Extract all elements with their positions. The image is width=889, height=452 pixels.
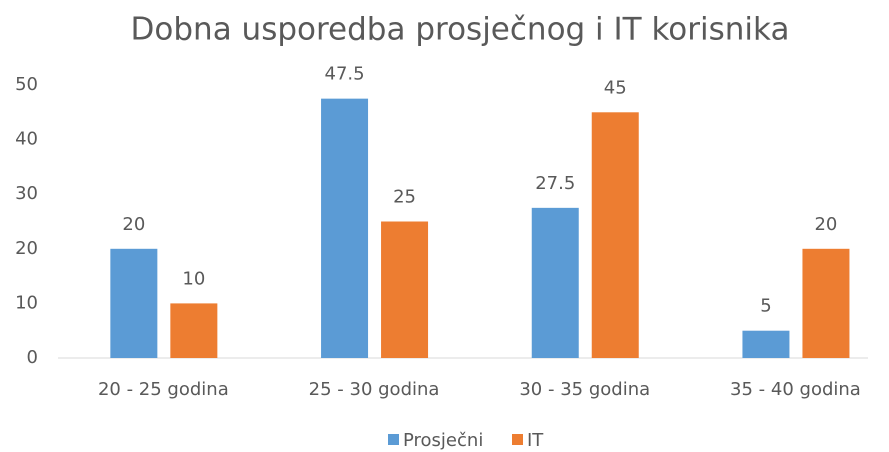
legend-swatch <box>388 434 399 445</box>
data-label: 27.5 <box>535 173 575 194</box>
y-tick-label: 30 <box>15 183 38 204</box>
bar <box>170 303 218 358</box>
bar <box>742 330 790 358</box>
bar <box>381 221 429 358</box>
data-label: 10 <box>182 268 205 289</box>
data-label: 5 <box>760 296 771 317</box>
data-label: 47.5 <box>325 64 365 85</box>
y-tick-label: 40 <box>15 129 38 150</box>
x-tick-label: 25 - 30 godina <box>309 379 440 400</box>
y-tick-label: 0 <box>27 347 38 368</box>
data-label: 25 <box>393 187 416 208</box>
y-tick-label: 20 <box>15 238 38 259</box>
data-label: 45 <box>604 77 627 98</box>
bar <box>110 248 158 358</box>
legend-swatch <box>512 434 523 445</box>
chart-title: Dobna usporedba prosječnog i IT korisnik… <box>131 12 790 48</box>
bar <box>591 112 639 358</box>
data-label: 20 <box>814 214 837 235</box>
x-tick-label: 35 - 40 godina <box>730 379 861 400</box>
bar <box>802 248 850 358</box>
x-tick-label: 20 - 25 godina <box>98 379 229 400</box>
legend-label: Prosječni <box>403 430 483 451</box>
bar <box>321 98 369 359</box>
bar <box>531 207 579 358</box>
y-tick-label: 50 <box>15 74 38 95</box>
x-tick-label: 30 - 35 godina <box>519 379 650 400</box>
data-label: 20 <box>122 214 145 235</box>
legend-label: IT <box>527 430 544 451</box>
y-tick-label: 10 <box>15 292 38 313</box>
